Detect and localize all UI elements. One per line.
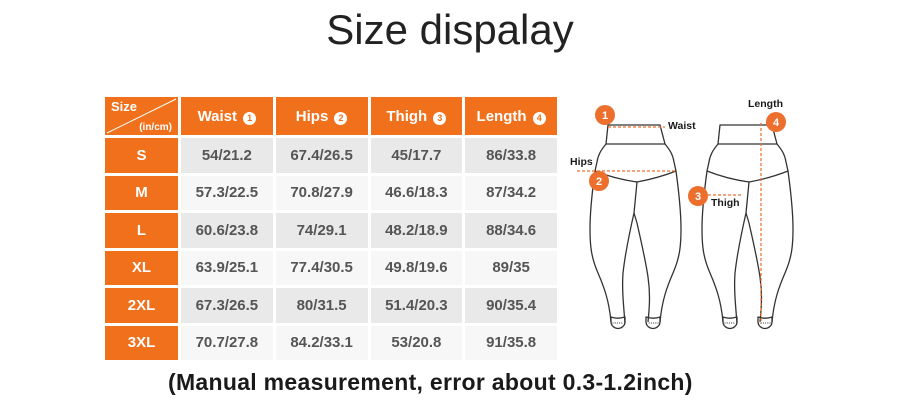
svg-text:Length: Length — [748, 98, 783, 110]
svg-text:1: 1 — [602, 110, 608, 122]
svg-text:4: 4 — [773, 117, 780, 129]
svg-text:Thigh: Thigh — [711, 197, 740, 209]
svg-text:Hips: Hips — [570, 156, 593, 168]
svg-text:Waist: Waist — [668, 120, 696, 132]
svg-text:2: 2 — [596, 176, 602, 188]
svg-text:3: 3 — [695, 191, 701, 203]
